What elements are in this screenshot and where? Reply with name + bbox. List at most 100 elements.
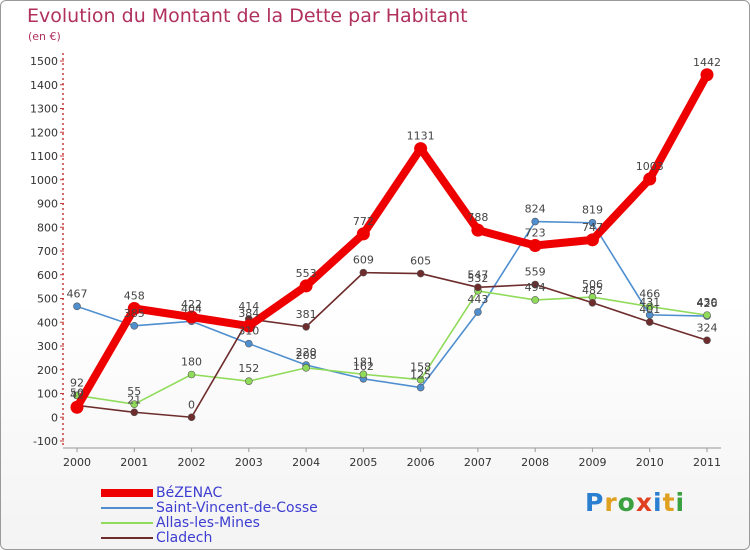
- data-label: 772: [353, 215, 374, 228]
- data-point: [531, 217, 539, 226]
- data-point: [416, 375, 425, 384]
- data-point: [73, 302, 81, 311]
- data-point: [299, 279, 313, 293]
- data-label: 381: [296, 308, 317, 321]
- legend-item: Allas-les-Mines: [101, 515, 318, 531]
- data-label: 385: [124, 307, 145, 320]
- y-tick-label: 300: [37, 340, 58, 353]
- data-label: 431: [639, 296, 660, 309]
- data-label: 42: [70, 388, 84, 401]
- data-label: 426: [697, 297, 718, 310]
- data-point: [531, 280, 539, 289]
- data-label: 180: [181, 356, 202, 369]
- x-tick-label: 2003: [235, 456, 263, 469]
- data-point: [416, 383, 425, 392]
- y-tick-label: -100: [33, 435, 58, 448]
- y-tick-label: 800: [37, 221, 58, 234]
- data-label: 430: [697, 296, 718, 309]
- data-point: [187, 413, 196, 422]
- data-label: 162: [353, 360, 374, 373]
- data-label: 788: [467, 211, 488, 224]
- data-label: 21: [127, 393, 141, 406]
- legend-label: BéZENAC: [156, 484, 223, 501]
- legend: BéZENAC Saint-Vincent-de-Cosse Allas-les-M…: [101, 484, 318, 546]
- x-tick-label: 2009: [578, 456, 606, 469]
- data-point: [359, 268, 368, 277]
- data-point: [528, 239, 542, 253]
- series-line-1: [76, 220, 708, 389]
- data-point: [302, 322, 310, 331]
- data-point: [643, 172, 657, 186]
- data-point: [416, 269, 425, 278]
- data-label: 324: [697, 321, 718, 334]
- y-tick-label: 1400: [30, 79, 58, 92]
- data-label: 384: [238, 307, 259, 320]
- x-tick-label: 2011: [693, 456, 721, 469]
- x-tick-label: 2010: [636, 456, 664, 469]
- legend-swatch: [101, 506, 153, 509]
- data-label: 824: [525, 203, 546, 216]
- data-label: 55: [127, 385, 141, 398]
- data-label: 482: [582, 284, 603, 297]
- data-label: 401: [639, 303, 660, 316]
- data-label: 220: [296, 346, 317, 359]
- data-label: 181: [353, 355, 374, 368]
- data-point: [70, 400, 84, 414]
- data-label: 404: [181, 302, 202, 315]
- data-label: 0: [188, 398, 195, 411]
- data-point: [700, 68, 714, 82]
- data-label: 208: [296, 349, 317, 362]
- y-tick-label: 400: [37, 316, 58, 329]
- x-tick-label: 2004: [292, 456, 320, 469]
- y-tick-label: 600: [37, 269, 58, 282]
- x-tick-label: 2001: [120, 456, 148, 469]
- legend-label: Saint-Vincent-de-Cosse: [156, 499, 318, 516]
- data-point: [245, 377, 253, 385]
- legend-item: Cladech: [101, 529, 318, 546]
- data-point: [130, 400, 139, 408]
- data-point: [471, 223, 485, 237]
- data-point: [302, 364, 310, 372]
- data-label: 747: [582, 221, 603, 234]
- x-tick-label: 2002: [178, 456, 206, 469]
- data-label: 125: [410, 369, 431, 382]
- legend-label: Cladech: [156, 529, 213, 546]
- data-label: 609: [353, 254, 374, 267]
- x-tick-label: 2006: [407, 456, 435, 469]
- data-label: 506: [582, 278, 603, 291]
- x-tick-label: 2005: [349, 456, 377, 469]
- data-point: [245, 339, 253, 348]
- data-label: 605: [410, 255, 431, 268]
- data-point: [127, 301, 141, 315]
- data-point: [474, 283, 482, 292]
- data-point: [645, 318, 654, 326]
- data-point: [703, 336, 711, 345]
- data-point: [588, 218, 597, 227]
- data-point: [356, 227, 370, 241]
- legend-item: BéZENAC: [101, 484, 318, 501]
- data-label: 422: [181, 298, 202, 311]
- data-label: 1131: [407, 130, 435, 143]
- data-label: 1003: [636, 160, 664, 173]
- data-label: 559: [525, 265, 546, 278]
- series-line-2: [76, 290, 708, 405]
- data-point: [585, 233, 599, 247]
- y-tick-label: 200: [37, 364, 58, 377]
- x-tick-label: 2008: [521, 456, 549, 469]
- data-point: [474, 308, 482, 316]
- data-label: 547: [467, 268, 488, 281]
- y-tick-label: 700: [37, 245, 58, 258]
- y-tick-label: 1200: [30, 126, 58, 139]
- y-tick-label: 1000: [30, 174, 58, 187]
- legend-swatch: [101, 536, 153, 539]
- data-point: [703, 311, 711, 319]
- data-label: 50: [70, 386, 84, 399]
- data-point: [242, 319, 256, 333]
- legend-swatch: [101, 488, 153, 497]
- legend-swatch: [101, 521, 153, 524]
- data-point: [588, 298, 597, 307]
- x-tick-label: 2000: [63, 456, 91, 469]
- y-tick-label: 1100: [30, 150, 58, 163]
